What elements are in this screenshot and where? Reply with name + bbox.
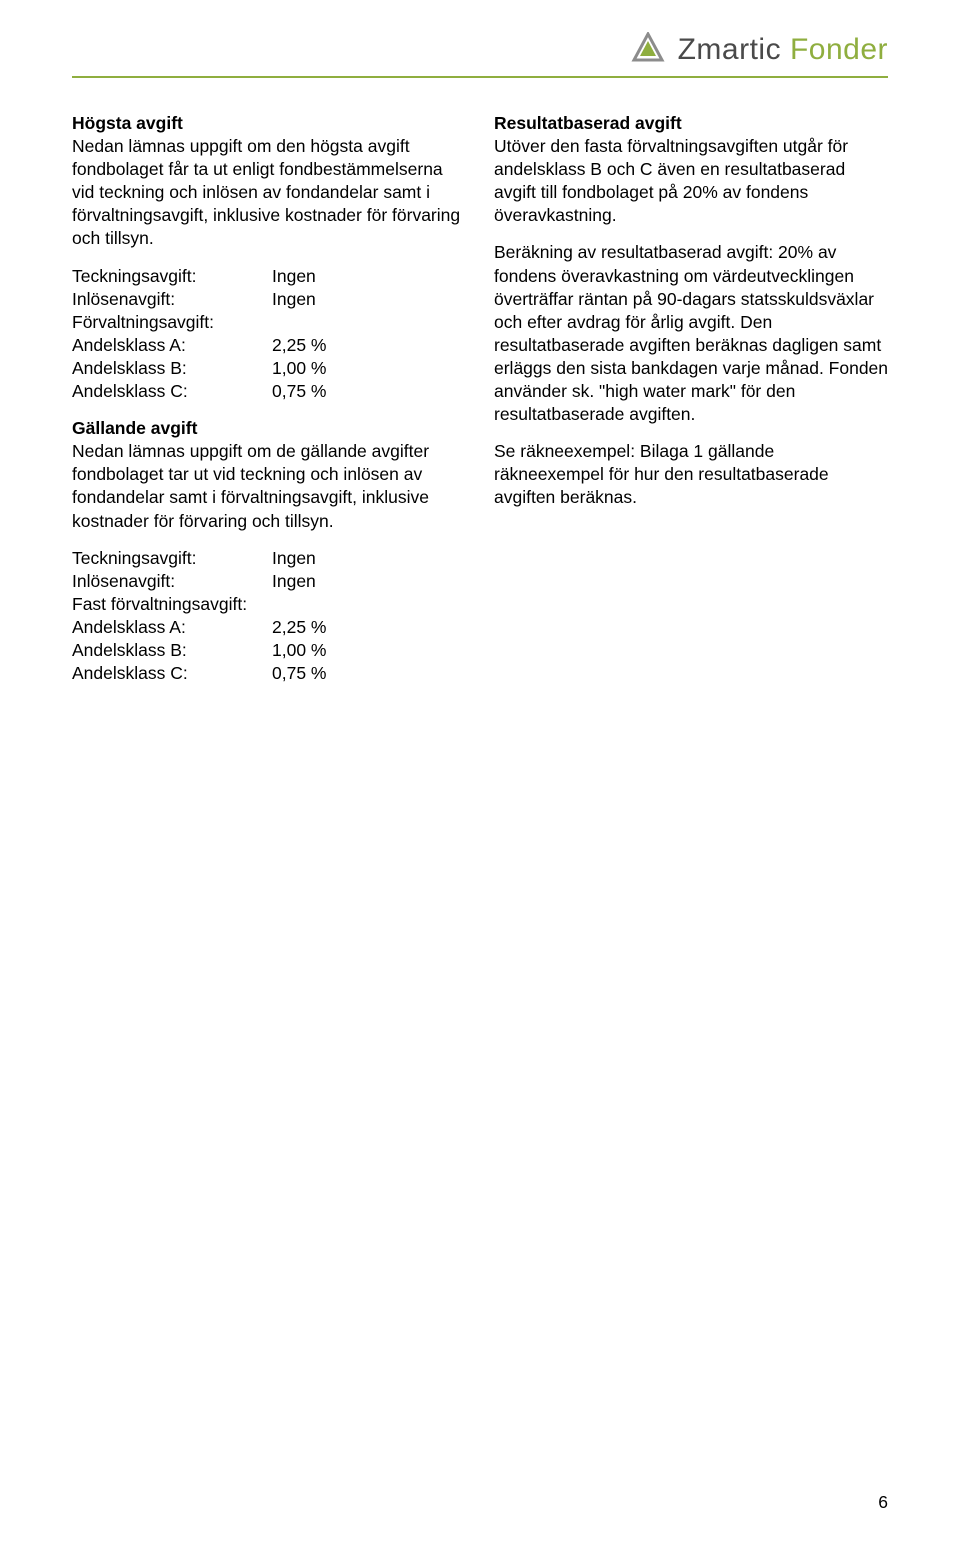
page-number: 6 xyxy=(878,1492,888,1513)
right-column: Resultatbaserad avgift Utöver den fasta … xyxy=(494,112,888,699)
fee-row: Andelsklass C:0,75 % xyxy=(72,380,466,403)
fee-row: Inlösenavgift:Ingen xyxy=(72,570,466,593)
heading-text: Högsta avgift xyxy=(72,113,183,133)
left-column: Högsta avgift Nedan lämnas uppgift om de… xyxy=(72,112,466,699)
paragraph-text: Se räkneexempel: Bilaga 1 gällande räkne… xyxy=(494,440,888,509)
logo-triangle-icon xyxy=(628,32,668,68)
fee-row: Inlösenavgift:Ingen xyxy=(72,288,466,311)
fee-label: Andelsklass C: xyxy=(72,380,272,403)
paragraph-text: Utöver den fasta förvaltningsavgiften ut… xyxy=(494,136,848,225)
fee-value: 1,00 % xyxy=(272,357,326,380)
fee-value: 0,75 % xyxy=(272,380,326,403)
fee-label: Förvaltningsavgift: xyxy=(72,311,272,334)
fee-value: Ingen xyxy=(272,570,316,593)
brand-logo: Zmartic Fonder xyxy=(628,32,888,68)
fee-label: Inlösenavgift: xyxy=(72,288,272,311)
fee-value: Ingen xyxy=(272,288,316,311)
fee-label: Inlösenavgift: xyxy=(72,570,272,593)
fee-value: 1,00 % xyxy=(272,639,326,662)
section-heading-hogsta: Högsta avgift Nedan lämnas uppgift om de… xyxy=(72,112,466,251)
fee-row: Förvaltningsavgift: xyxy=(72,311,466,334)
fee-label: Teckningsavgift: xyxy=(72,265,272,288)
brand-text: Zmartic Fonder xyxy=(678,33,888,67)
brand-text-dark: Zmartic xyxy=(678,33,782,66)
heading-text: Resultatbaserad avgift xyxy=(494,113,682,133)
fee-row: Andelsklass A:2,25 % xyxy=(72,616,466,639)
paragraph-text: Beräkning av resultatbaserad avgift: 20%… xyxy=(494,241,888,426)
fee-value: 2,25 % xyxy=(272,616,326,639)
fee-label: Teckningsavgift: xyxy=(72,547,272,570)
brand-text-green: Fonder xyxy=(781,33,888,66)
fees-maximum-table: Teckningsavgift:Ingen Inlösenavgift:Inge… xyxy=(72,265,466,404)
document-header: Zmartic Fonder xyxy=(72,32,888,68)
paragraph-text: Nedan lämnas uppgift om den högsta avgif… xyxy=(72,136,460,248)
heading-text: Gällande avgift xyxy=(72,418,197,438)
header-divider xyxy=(72,76,888,78)
fee-value: 0,75 % xyxy=(272,662,326,685)
section-heading-gallande: Gällande avgift Nedan lämnas uppgift om … xyxy=(72,417,466,532)
fee-row: Fast förvaltningsavgift: xyxy=(72,593,466,616)
fee-label: Andelsklass B: xyxy=(72,357,272,380)
fee-label: Andelsklass A: xyxy=(72,334,272,357)
fee-value: 2,25 % xyxy=(272,334,326,357)
fee-label: Andelsklass B: xyxy=(72,639,272,662)
fee-row: Teckningsavgift:Ingen xyxy=(72,547,466,570)
fee-label: Fast förvaltningsavgift: xyxy=(72,593,272,616)
fee-row: Andelsklass C:0,75 % xyxy=(72,662,466,685)
fee-row: Andelsklass B:1,00 % xyxy=(72,357,466,380)
fee-label: Andelsklass A: xyxy=(72,616,272,639)
fee-row: Teckningsavgift:Ingen xyxy=(72,265,466,288)
fee-row: Andelsklass A:2,25 % xyxy=(72,334,466,357)
fees-current-table: Teckningsavgift:Ingen Inlösenavgift:Inge… xyxy=(72,547,466,686)
fee-label: Andelsklass C: xyxy=(72,662,272,685)
fee-value: Ingen xyxy=(272,265,316,288)
section-heading-resultat: Resultatbaserad avgift Utöver den fasta … xyxy=(494,112,888,227)
content-columns: Högsta avgift Nedan lämnas uppgift om de… xyxy=(72,112,888,699)
fee-row: Andelsklass B:1,00 % xyxy=(72,639,466,662)
fee-value: Ingen xyxy=(272,547,316,570)
paragraph-text: Nedan lämnas uppgift om de gällande avgi… xyxy=(72,441,429,530)
